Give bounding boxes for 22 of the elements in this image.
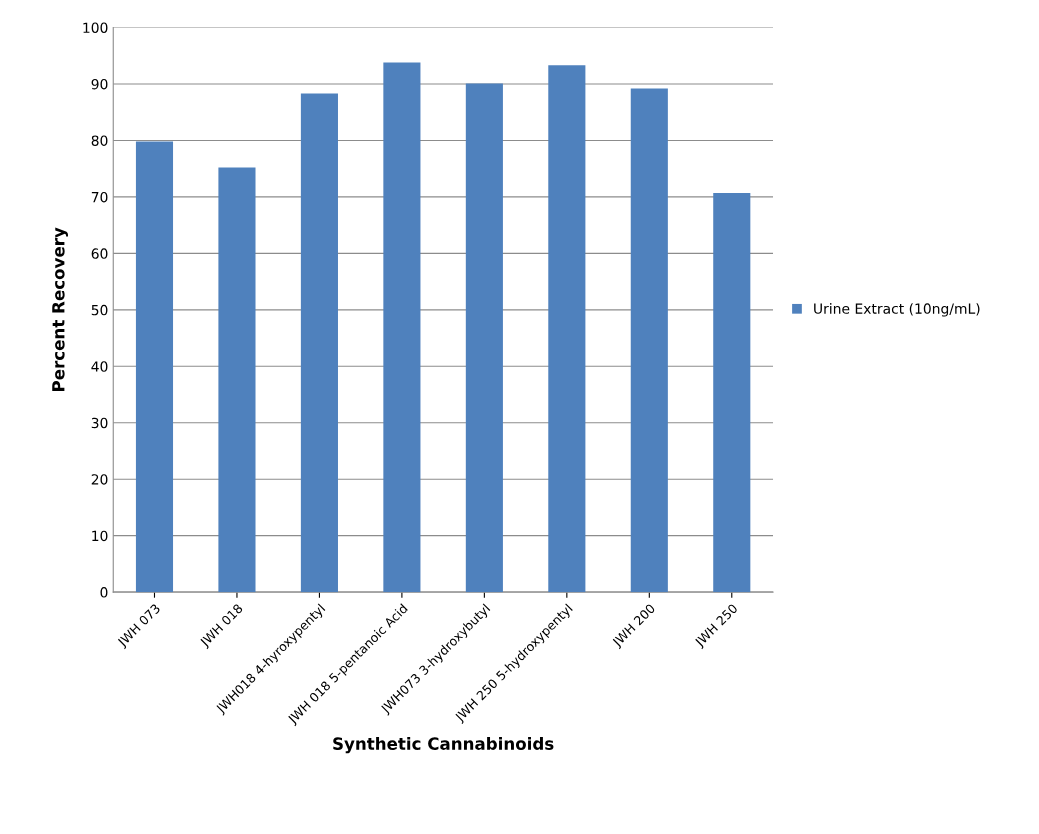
y-tick-label: 10 [92, 530, 108, 542]
x-axis-title: Synthetic Cannabinoids [333, 737, 554, 754]
bar [300, 93, 338, 593]
bar [548, 65, 586, 593]
y-tick-label: 60 [91, 248, 108, 259]
y-tick-label: 20 [91, 474, 108, 485]
y-tick-label: 70 [91, 191, 108, 203]
y-tick-label: 90 [91, 78, 108, 90]
y-tick-label: 40 [91, 361, 108, 372]
bar [630, 88, 668, 593]
bar [383, 62, 421, 593]
y-tick-label: 50 [91, 304, 108, 316]
y-tick-label: 80 [91, 135, 108, 146]
y-axis-title: Percent Recovery [52, 227, 68, 391]
legend-label: Urine Extract (10ng/mL) [814, 303, 980, 317]
bar [713, 192, 751, 593]
bar [465, 83, 503, 593]
bar [135, 141, 174, 593]
bar [218, 167, 256, 593]
y-tick-label: 30 [91, 417, 108, 429]
y-tick-label: 0 [100, 587, 108, 598]
y-tick-label: 100 [83, 22, 108, 33]
